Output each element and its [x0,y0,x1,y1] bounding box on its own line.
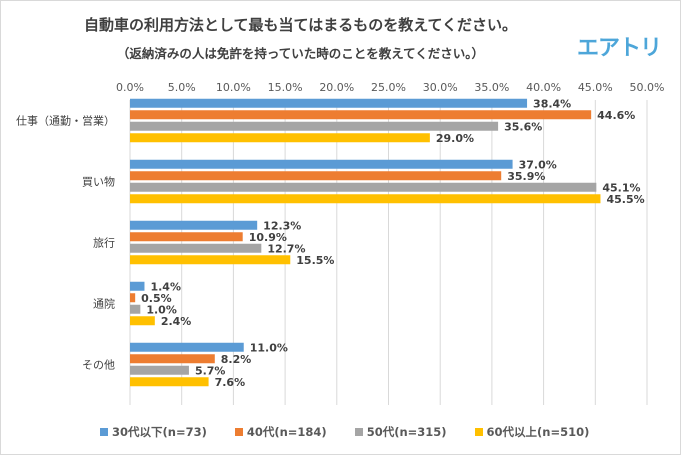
data-label: 1.4% [150,280,181,293]
data-label: 44.6% [597,109,635,122]
bar [130,171,502,181]
legend-item: 60代以上(n=510) [474,424,590,440]
legend-swatch [100,428,108,436]
bar [130,281,145,291]
data-label: 7.6% [215,376,246,389]
bar [130,194,601,204]
legend-swatch [354,428,363,436]
x-tick-label: 25.0% [371,81,406,94]
bar [130,377,209,387]
bar [130,232,243,242]
legend-swatch [234,428,243,436]
data-label: 8.2% [221,353,252,366]
data-label: 35.9% [507,170,545,183]
bar [130,255,291,265]
bar [130,133,430,143]
brand-logo: エアトリ [577,36,662,61]
x-tick-label: 0.0% [116,81,144,94]
bar [130,354,215,364]
bar [130,121,499,131]
legend-label: 40代(n=184) [246,425,327,439]
x-tick-label: 5.0% [168,81,196,94]
category-label: 旅行 [93,236,115,250]
bar [130,182,597,192]
data-label: 12.3% [263,219,301,232]
x-tick-label: 35.0% [474,81,509,94]
data-label: 15.5% [296,254,334,267]
legend-label: 50代(n=315) [366,425,447,439]
data-label: 5.7% [195,364,226,377]
x-tick-label: 50.0% [630,81,665,94]
data-label: 12.7% [267,242,305,255]
bar [130,316,155,326]
category-label: その他 [82,359,115,372]
data-label: 2.4% [161,315,192,328]
bar [130,220,258,230]
data-label: 38.4% [533,97,571,110]
data-label: 45.1% [602,181,640,194]
category-label: 買い物 [82,175,115,189]
bar [130,342,244,352]
data-label: 37.0% [519,158,557,171]
legend: 30代以下(n=73) 40代(n=184) 50代(n=315) 60代以上(n=5… [100,424,589,440]
x-tick-label: 45.0% [578,81,613,94]
data-label: 11.0% [250,341,288,354]
bar [130,159,513,169]
data-label: 0.5% [141,292,172,305]
bar [130,98,528,108]
data-label: 29.0% [436,132,474,145]
data-label: 35.6% [504,120,542,133]
bar [130,110,592,120]
legend-item: 30代以下(n=73) [100,424,207,440]
x-tick-label: 30.0% [423,81,458,94]
x-tick-label: 20.0% [319,81,354,94]
legend-item: 50代(n=315) [354,424,447,440]
bar [130,243,262,253]
legend-label: 30代以下(n=73) [112,425,207,439]
legend-item: 40代(n=184) [234,424,327,440]
data-label: 10.9% [249,231,287,244]
category-label: 仕事（通勤・営業） [16,114,115,128]
x-tick-label: 40.0% [526,81,561,94]
chart-subtitle: （返納済みの人は免許を持っていた時のことを教えてください。） [116,46,485,61]
bar [130,293,136,303]
data-label: 45.5% [606,193,644,206]
bar [130,304,141,314]
x-tick-label: 10.0% [216,81,251,94]
chart-title: 自動車の利用方法として最も当てはまるものを教えてください。 [83,16,518,34]
data-label: 1.0% [146,303,177,316]
bar [130,365,189,375]
legend-label: 60代以上(n=510) [486,425,590,439]
category-label: 通院 [93,297,115,311]
legend-swatch [474,428,483,436]
x-tick-label: 15.0% [268,81,303,94]
